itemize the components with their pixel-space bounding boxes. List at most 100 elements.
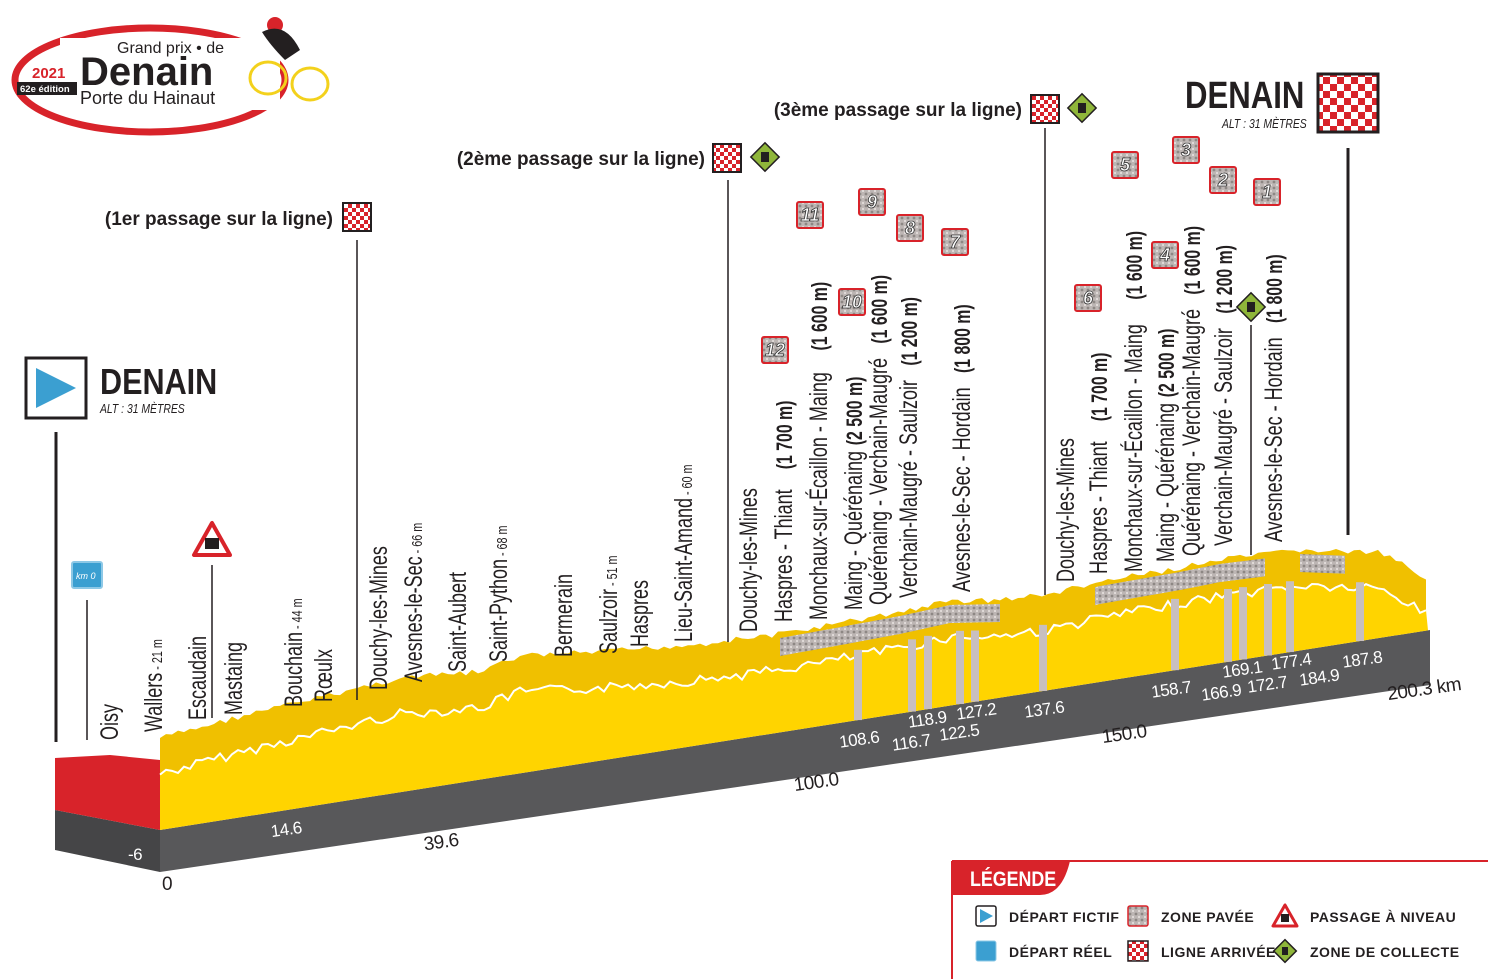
cobble-zone [845, 614, 905, 645]
town-name: Douchy-les-Mines [364, 546, 393, 690]
km0-icon [975, 940, 997, 962]
cobblestone-icon: 2 [1209, 166, 1237, 194]
cobble-sector-label: Avesnes-le-Sec - Hordain (1 800 m) [947, 304, 976, 592]
elevation-profile [55, 548, 1430, 872]
passage-1: (1er passage sur la ligne) [105, 202, 372, 700]
legend-item-depart-fictif: DÉPART FICTIF [975, 905, 1119, 927]
checkered-flag-icon [1316, 72, 1380, 134]
sector-number: 2 [1217, 170, 1228, 190]
town-name: Saulzoir [594, 589, 623, 654]
cobblestone-icon: 11 [796, 201, 824, 229]
logo-year: 2021 [32, 65, 65, 82]
logo-edition: 62e édition [20, 84, 70, 95]
sector-number: 12 [765, 340, 785, 360]
logo-line3: Porte du Hainaut [80, 88, 215, 108]
checkered-flag-icon [712, 143, 742, 173]
km-marker: 14.6 [270, 818, 303, 841]
legend-label: ZONE PAVÉE [1161, 909, 1254, 925]
cobblestone-icon: 9 [858, 188, 886, 216]
cobblestone-icon: 1 [1253, 178, 1281, 206]
town-label: Saint-Aubert [443, 572, 472, 672]
cobble-sector-label: Haspres - Thiant (1 700 m) [1084, 353, 1113, 574]
sector-name: Maing - Quérénaing [839, 451, 868, 610]
start-block: DENAIN ALT : 31 MÈTRES km 0 [24, 356, 232, 742]
legend-item-zone-collecte: ZONE DE COLLECTE [1272, 938, 1459, 964]
town-label: Douchy-les-Mines [1051, 438, 1080, 582]
sector-length: (1 800 m) [1264, 254, 1288, 323]
cobble-sector-label: Verchain-Maugré - Saulzoir (1 200 m) [1209, 245, 1238, 546]
sector-length: (1 200 m) [899, 297, 923, 366]
sector-name: Monchaux-sur-Écaillon - Maing [1119, 324, 1148, 572]
logo-line2: Denain [80, 50, 213, 94]
passage-3: (3ème passage sur la ligne) [774, 92, 1098, 595]
cobble-sector-stripe [1286, 581, 1294, 653]
finish-altitude: ALT : 31 MÈTRES [1221, 117, 1307, 131]
cobblestone-icon: 10 [838, 288, 866, 316]
cobble-zone [950, 604, 1000, 623]
cobble-sector-label: Verchain-Maugré - Saulzoir (1 200 m) [894, 297, 923, 598]
town-label: Avesnes-le-Sec - 66 m [399, 523, 428, 682]
sector-name: Haspres - Thiant [1084, 441, 1113, 574]
town-name: Bouchain [279, 632, 308, 707]
km-marker: -6 [128, 845, 142, 864]
sector-name: Quérénaing - Verchain-Maugré [864, 358, 893, 605]
cobblestone-icon: 5 [1111, 151, 1139, 179]
checkered-flag-icon [1030, 94, 1060, 124]
town-label: Escaudain [183, 636, 212, 720]
town-name: Douchy-les-Mines [734, 488, 763, 632]
sector-length: (1 600 m) [1124, 231, 1148, 300]
sector-length: (2 500 m) [1156, 329, 1180, 398]
legend-title: LÉGENDE [970, 867, 1056, 892]
cobble-sector-stripe [1039, 624, 1047, 691]
sector-length: (2 500 m) [844, 377, 868, 446]
town-label: Douchy-les-Mines [734, 488, 763, 632]
town-altitude: - 44 m [288, 598, 305, 632]
sector-number: 8 [905, 218, 915, 238]
cobble-sector-label: Quérénaing - Verchain-Maugré (1 600 m) [864, 275, 893, 605]
town-label: Rœulx [309, 649, 338, 702]
sector-number: 4 [1159, 245, 1170, 265]
sector-name: Verchain-Maugré - Saulzoir [894, 380, 923, 598]
town-altitude: - 68 m [493, 525, 510, 559]
finish-city: DENAIN [1185, 75, 1304, 117]
cobble-sector-stripe [971, 630, 979, 702]
cobble-sector-stripe [1356, 582, 1364, 642]
town-altitude: - 66 m [408, 523, 425, 557]
checkered-flag-icon [342, 202, 372, 232]
sector-length: (1 700 m) [774, 401, 798, 470]
route-labels: Oisy Wallers - 21 m Escaudain Mastaing Bouch… [95, 226, 1288, 740]
cobble-sector-stripe [1171, 598, 1179, 671]
legend-item-zone-pavee: ZONE PAVÉE [1127, 905, 1254, 927]
sector-name: Avesnes-le-Sec - Hordain [1259, 337, 1288, 542]
sector-length: (1 600 m) [1182, 226, 1206, 295]
cobble-sector-stripe [908, 639, 916, 712]
cobblestone-icon: 3 [1172, 136, 1200, 164]
cobble-sector-label: Maing - Quérénaing (2 500 m) [839, 377, 868, 610]
sector-number: 9 [867, 192, 877, 212]
town-label: Oisy [95, 704, 124, 740]
start-altitude: ALT : 31 MÈTRES [99, 402, 185, 416]
town-label: Haspres [625, 580, 654, 647]
town-name: Escaudain [183, 636, 212, 720]
distance-base [160, 630, 1430, 872]
legend: LÉGENDE DÉPART FICTIF DÉPART RÉEL ZONE P… [951, 860, 1488, 979]
town-name: Haspres [625, 580, 654, 647]
cobblestone-icon: 8 [896, 214, 924, 242]
town-label: Douchy-les-Mines [364, 546, 393, 690]
town-label: Wallers - 21 m [139, 639, 168, 732]
town-name: Saint-Aubert [443, 572, 472, 672]
town-name: Wallers [139, 673, 168, 732]
cobble-sector-stripe [1224, 589, 1232, 662]
cobble-zone [1210, 558, 1265, 584]
km-marker: 0 [162, 874, 172, 895]
cobble-sector-stripe [1239, 587, 1247, 660]
sector-name: Verchain-Maugré - Saulzoir [1209, 328, 1238, 546]
cyclist-icon [248, 17, 330, 102]
sector-name: Avesnes-le-Sec - Hordain [947, 387, 976, 592]
sector-name: Monchaux-sur-Écaillon - Maing [804, 372, 833, 620]
passage-3-label: (3ème passage sur la ligne) [774, 100, 1022, 121]
cobble-zone [780, 623, 860, 656]
waste-collection-icon [1272, 938, 1298, 964]
town-name: Lieu-Saint-Amand [669, 498, 698, 642]
